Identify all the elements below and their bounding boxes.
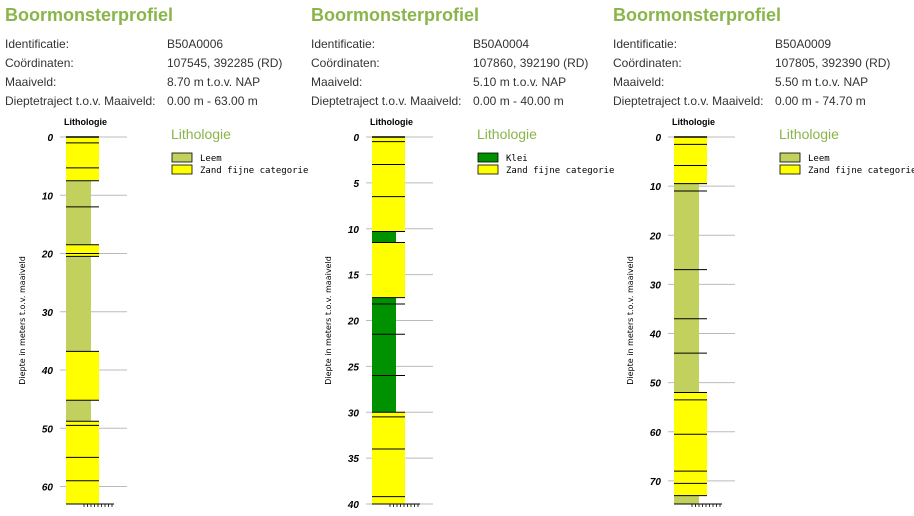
profile-title: Boormonsterprofiel bbox=[311, 5, 480, 25]
tick-label: 25 bbox=[347, 362, 360, 373]
tick-label: 35 bbox=[348, 454, 360, 465]
profile-title: Boormonsterprofiel bbox=[613, 5, 782, 25]
meta-value: 5.50 m t.o.v. NAP bbox=[775, 75, 869, 89]
tick-label: 50 bbox=[42, 424, 54, 435]
lithology-layer bbox=[66, 244, 99, 257]
legend-swatch bbox=[171, 164, 193, 175]
profile-panel-3: Boormonsterprofiel Identificatie: B50A000… bbox=[613, 0, 914, 516]
tick-label: 20 bbox=[41, 250, 54, 261]
tick-label: 5 bbox=[353, 179, 359, 190]
meta-label: Maaiveld: bbox=[613, 75, 665, 89]
meta-value: 5.10 m t.o.v. NAP bbox=[473, 75, 567, 89]
legend-title: Lithologie bbox=[171, 126, 231, 142]
legend-swatch bbox=[779, 152, 801, 163]
tick-label: 10 bbox=[42, 191, 54, 202]
lithology-layer bbox=[372, 297, 396, 413]
tick-label: 40 bbox=[41, 366, 54, 377]
meta-value: 0.00 m - 63.00 m bbox=[167, 94, 258, 108]
lithology-layer bbox=[372, 231, 396, 243]
meta-value: 107805, 392390 (RD) bbox=[775, 56, 891, 70]
meta-value: 8.70 m t.o.v. NAP bbox=[167, 75, 261, 89]
column-title: Lithologie bbox=[672, 117, 715, 127]
legend-swatch bbox=[779, 164, 801, 175]
legend-label: Leem bbox=[808, 154, 830, 164]
legend-swatch bbox=[171, 152, 193, 163]
meta-label: Dieptetraject t.o.v. Maaiveld: bbox=[613, 94, 764, 108]
tick-label: 50 bbox=[650, 379, 662, 390]
legend-swatch bbox=[477, 152, 499, 163]
meta-label: Dieptetraject t.o.v. Maaiveld: bbox=[5, 94, 156, 108]
profile-title: Boormonsterprofiel bbox=[5, 5, 174, 25]
meta-value: B50A0006 bbox=[167, 37, 224, 51]
tick-label: 30 bbox=[42, 308, 54, 319]
tick-label: 40 bbox=[347, 500, 360, 511]
tick-label: 10 bbox=[650, 182, 662, 193]
y-axis-label: Diepte in meters t.o.v. maaiveld bbox=[626, 256, 635, 385]
tick-label: 15 bbox=[348, 271, 360, 282]
lithology-chart: Lithologie Diepte in meters t.o.v. maaive… bbox=[18, 117, 308, 507]
meta-value: 107545, 392285 (RD) bbox=[167, 56, 283, 70]
tick-label: 30 bbox=[348, 408, 360, 419]
lithology-layer bbox=[372, 412, 405, 504]
lithology-layer bbox=[66, 180, 91, 245]
y-axis-label: Diepte in meters t.o.v. maaiveld bbox=[324, 256, 333, 385]
meta-label: Coördinaten: bbox=[613, 56, 682, 70]
lithology-layer bbox=[372, 242, 405, 298]
meta-label: Coördinaten: bbox=[5, 56, 74, 70]
meta-label: Coördinaten: bbox=[311, 56, 380, 70]
tick-label: 70 bbox=[650, 477, 662, 488]
meta-label: Identificatie: bbox=[5, 37, 70, 51]
legend-label: Zand fijne categorie bbox=[808, 166, 914, 176]
legend-label: Zand fijne categorie bbox=[506, 166, 614, 176]
legend-label: Klei bbox=[506, 154, 528, 164]
legend-title: Lithologie bbox=[477, 126, 537, 142]
meta-value: B50A0009 bbox=[775, 37, 832, 51]
tick-label: 60 bbox=[42, 483, 54, 494]
legend-title: Lithologie bbox=[779, 126, 839, 142]
meta-label: Dieptetraject t.o.v. Maaiveld: bbox=[311, 94, 462, 108]
meta-value: 0.00 m - 74.70 m bbox=[775, 94, 866, 108]
meta-label: Identificatie: bbox=[613, 37, 678, 51]
tick-label: 20 bbox=[347, 317, 360, 328]
lithology-layer bbox=[66, 351, 99, 401]
tick-label: 30 bbox=[650, 280, 662, 291]
tick-label: 0 bbox=[353, 133, 359, 144]
tick-label: 0 bbox=[655, 133, 661, 144]
tick-label: 0 bbox=[47, 133, 53, 144]
tick-label: 20 bbox=[649, 231, 662, 242]
tick-label: 40 bbox=[649, 330, 662, 341]
column-title: Lithologie bbox=[64, 117, 107, 127]
legend-label: Zand fijne categorie bbox=[200, 166, 308, 176]
y-axis-label: Diepte in meters t.o.v. maaiveld bbox=[18, 256, 27, 385]
meta-value: B50A0004 bbox=[473, 37, 530, 51]
lithology-layer bbox=[674, 183, 699, 393]
column-title: Lithologie bbox=[370, 117, 413, 127]
meta-value: 0.00 m - 40.00 m bbox=[473, 94, 564, 108]
lithology-chart: Lithologie Diepte in meters t.o.v. maaive… bbox=[626, 117, 914, 507]
lithology-layer bbox=[674, 495, 699, 504]
lithology-chart: Lithologie Diepte in meters t.o.v. maaive… bbox=[324, 117, 614, 511]
lithology-layer bbox=[66, 137, 99, 181]
meta-label: Maaiveld: bbox=[311, 75, 363, 89]
meta-label: Identificatie: bbox=[311, 37, 376, 51]
legend-swatch bbox=[477, 164, 499, 175]
lithology-layer bbox=[372, 137, 405, 232]
meta-label: Maaiveld: bbox=[5, 75, 57, 89]
lithology-layer bbox=[66, 400, 91, 422]
tick-label: 60 bbox=[650, 428, 662, 439]
profile-panel-1: Boormonsterprofiel Identificatie: B50A000… bbox=[5, 0, 308, 516]
lithology-layer bbox=[66, 421, 99, 504]
tick-label: 10 bbox=[348, 225, 360, 236]
profile-panel-2: Boormonsterprofiel Identificatie: B50A000… bbox=[311, 0, 614, 516]
legend-label: Leem bbox=[200, 154, 222, 164]
lithology-layer bbox=[674, 392, 707, 496]
meta-value: 107860, 392190 (RD) bbox=[473, 56, 589, 70]
lithology-layer bbox=[66, 256, 91, 352]
